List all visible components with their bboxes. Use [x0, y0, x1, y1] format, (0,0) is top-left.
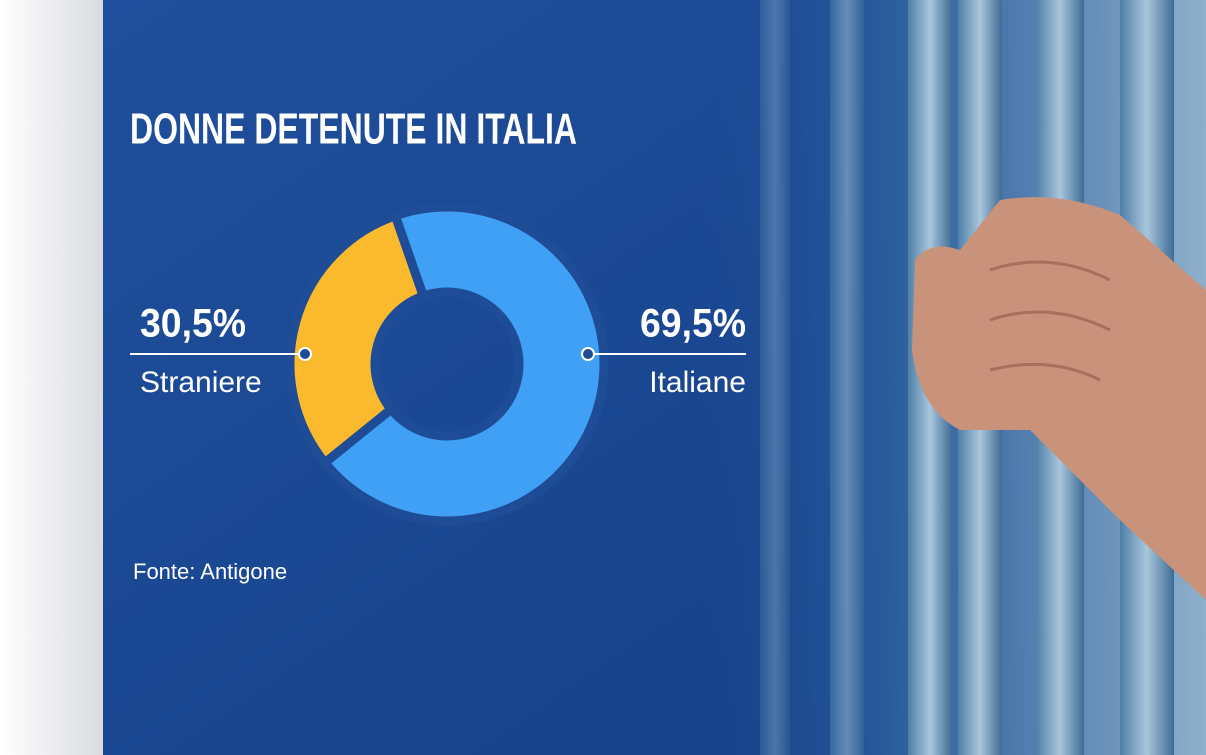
value-label: 30,5%: [140, 302, 246, 346]
donut-segment: [318, 202, 609, 526]
value-label: 69,5%: [640, 302, 746, 346]
category-label: Italiane: [649, 366, 746, 399]
hands: [912, 197, 1206, 600]
callout-dot: [298, 347, 312, 361]
side-strip: [0, 0, 103, 755]
source: Fonte: Antigone: [133, 559, 287, 584]
callout-dot: [581, 347, 595, 361]
chart-title: DONNE DETENUTE IN ITALIA: [130, 105, 577, 154]
donut-segment: [285, 209, 430, 470]
category-label: Straniere: [140, 366, 262, 399]
